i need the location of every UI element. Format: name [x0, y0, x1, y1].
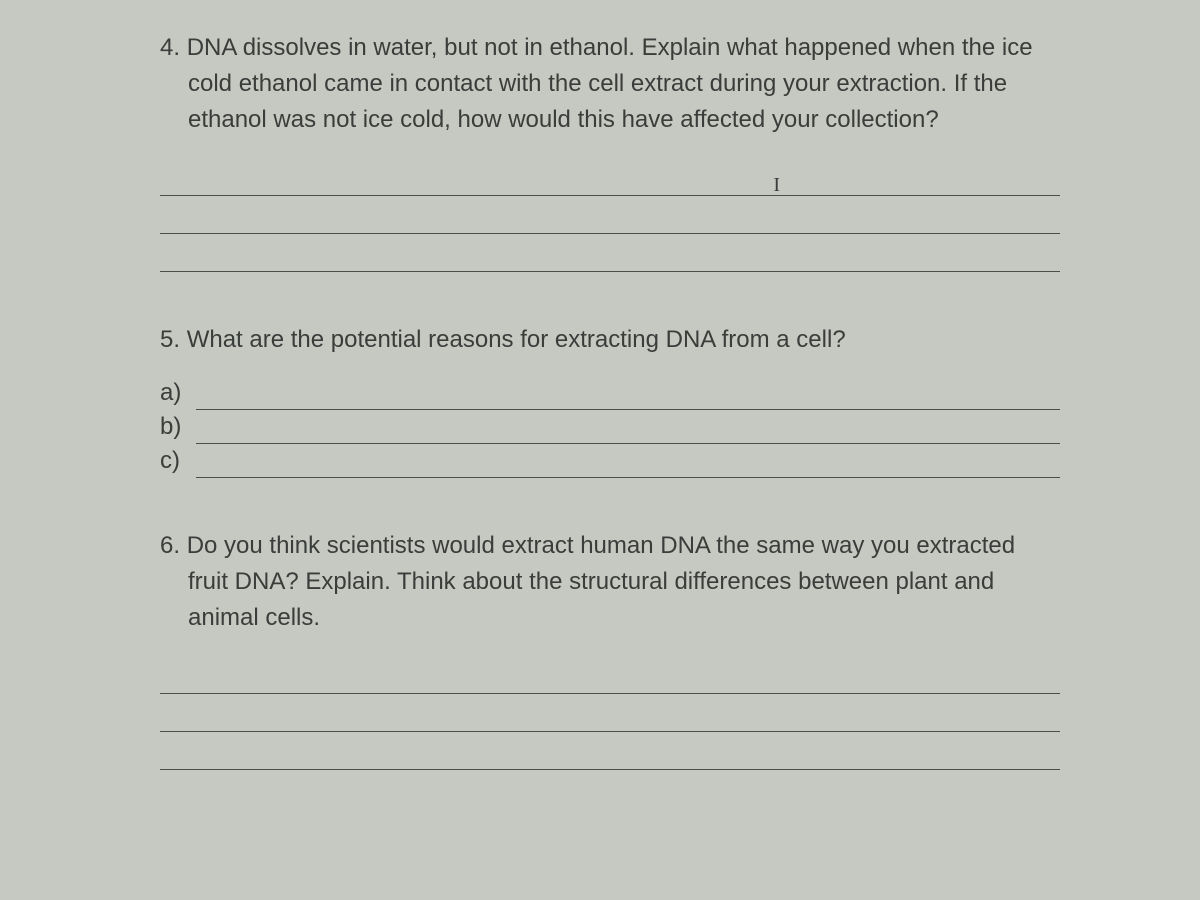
- question-5-body: What are the potential reasons for extra…: [187, 326, 846, 353]
- question-6-number: 6.: [160, 532, 180, 559]
- question-4-body: DNA dissolves in water, but not in ethan…: [187, 34, 1033, 133]
- question-5: 5. What are the potential reasons for ex…: [160, 322, 1060, 478]
- worksheet-page: 4. DNA dissolves in water, but not in et…: [60, 30, 1140, 770]
- question-4-number: 4.: [160, 34, 180, 61]
- answer-line[interactable]: [196, 446, 1060, 478]
- sub-item-a: a): [160, 378, 1060, 410]
- answer-line[interactable]: [160, 694, 1060, 732]
- answer-line[interactable]: [196, 378, 1060, 410]
- answer-line[interactable]: [160, 158, 1060, 196]
- text-cursor-icon: I: [773, 174, 780, 197]
- question-6-answer-area[interactable]: [160, 656, 1060, 770]
- answer-line[interactable]: [160, 234, 1060, 272]
- answer-line[interactable]: I: [160, 196, 1060, 234]
- answer-line[interactable]: [196, 412, 1060, 444]
- sub-label-a: a): [160, 379, 196, 410]
- answer-line[interactable]: [160, 732, 1060, 770]
- question-4-answer-area[interactable]: I: [160, 158, 1060, 272]
- question-5-subitems: a) b) c): [160, 378, 1060, 478]
- sub-label-c: c): [160, 447, 196, 478]
- question-4-text: 4. DNA dissolves in water, but not in et…: [160, 30, 1060, 138]
- question-6-text: 6. Do you think scientists would extract…: [160, 528, 1060, 636]
- answer-line[interactable]: [160, 656, 1060, 694]
- question-5-text: 5. What are the potential reasons for ex…: [160, 322, 1060, 358]
- question-4: 4. DNA dissolves in water, but not in et…: [160, 30, 1060, 272]
- question-6-body: Do you think scientists would extract hu…: [187, 532, 1015, 631]
- sub-label-b: b): [160, 413, 196, 444]
- question-5-number: 5.: [160, 326, 180, 353]
- sub-item-c: c): [160, 446, 1060, 478]
- question-6: 6. Do you think scientists would extract…: [160, 528, 1060, 770]
- sub-item-b: b): [160, 412, 1060, 444]
